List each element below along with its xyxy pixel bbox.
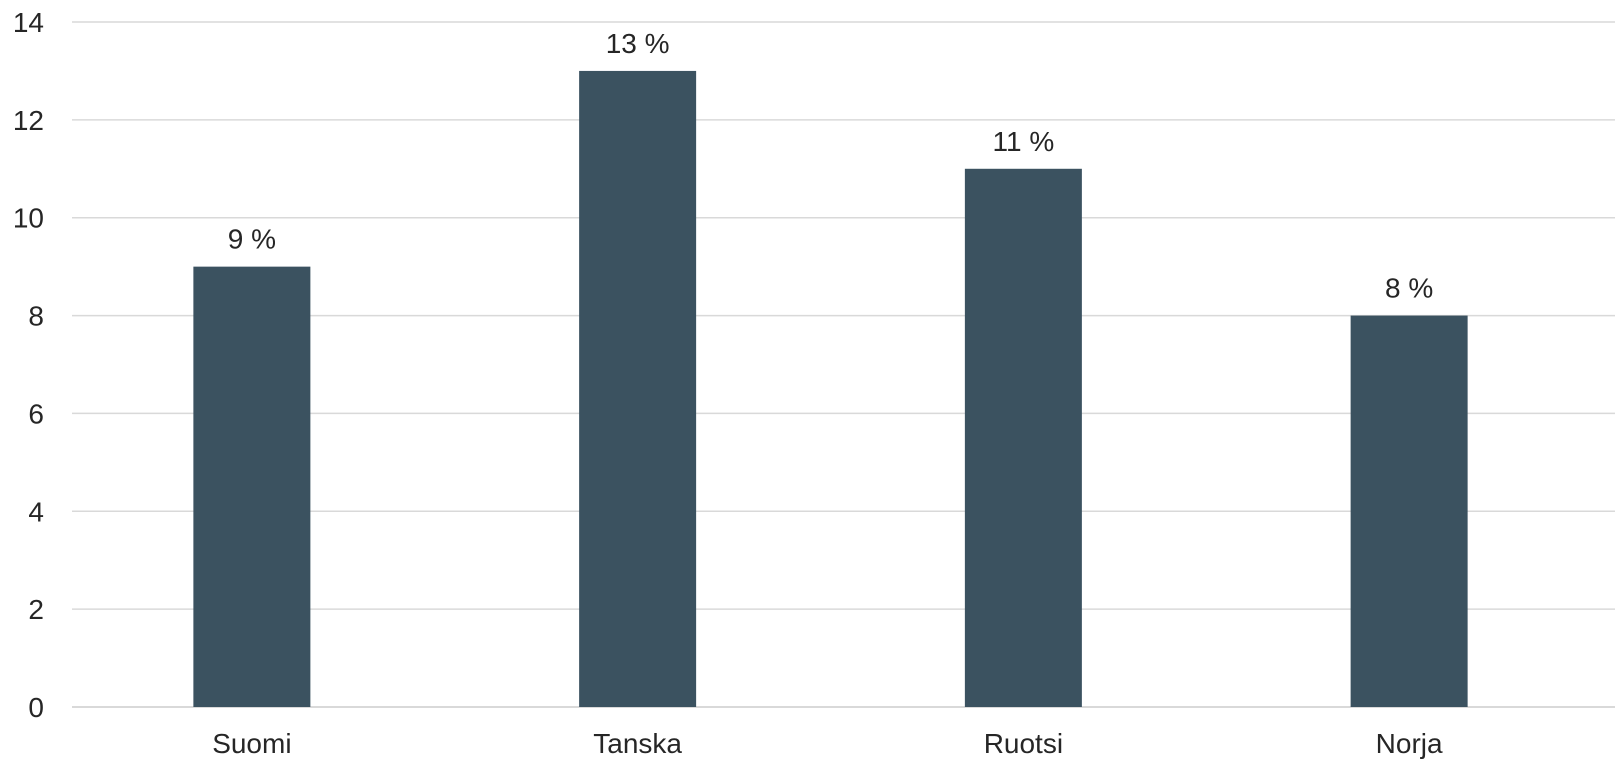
y-tick-label: 8: [28, 301, 44, 332]
y-tick-label: 2: [28, 594, 44, 625]
bar-suomi: [193, 266, 311, 707]
data-label: 9 %: [228, 224, 276, 255]
x-category-label: Ruotsi: [984, 728, 1063, 759]
x-axis-categories: Suomi Tanska Ruotsi Norja: [212, 728, 1443, 759]
x-category-label: Tanska: [593, 728, 682, 759]
y-tick-label: 4: [28, 496, 44, 527]
x-category-label: Norja: [1376, 728, 1443, 759]
y-axis-ticks: 0 2 4 6 8 10 12 14: [13, 7, 44, 723]
y-tick-label: 0: [28, 692, 44, 723]
y-tick-label: 6: [28, 398, 44, 429]
bar-ruotsi: [964, 168, 1082, 708]
x-category-label: Suomi: [212, 728, 291, 759]
bars: [193, 70, 1468, 708]
bar-norja: [1350, 315, 1468, 707]
y-tick-label: 14: [13, 7, 44, 38]
y-tick-label: 10: [13, 203, 44, 234]
bar-tanska: [579, 70, 697, 707]
y-tick-label: 12: [13, 105, 44, 136]
data-label: 8 %: [1385, 273, 1433, 304]
data-labels: 9 % 13 % 11 % 8 %: [228, 28, 1434, 304]
data-label: 11 %: [993, 126, 1055, 157]
data-label: 13 %: [606, 28, 670, 59]
